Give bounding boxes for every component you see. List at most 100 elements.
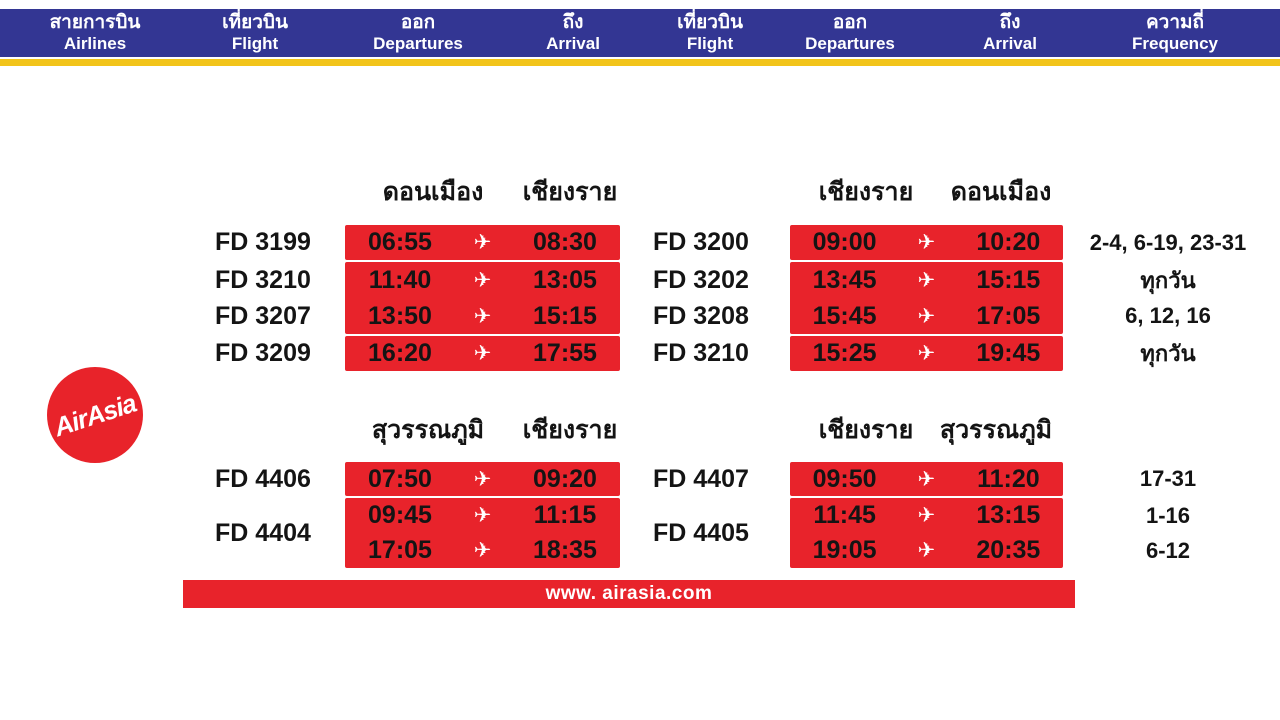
arrival-time: 15:15 — [533, 301, 597, 330]
plane-icon: ✈ — [917, 467, 936, 491]
header-label-thai: ความถี่ — [1145, 12, 1205, 34]
arrival-time: 13:05 — [533, 265, 597, 294]
plane-icon: ✈ — [473, 268, 492, 292]
airasia-logo: AirAsia — [47, 367, 143, 463]
header-label-thai: เที่ยวบิน — [222, 12, 288, 34]
route-destination-label: สุวรรณภูมิ — [939, 416, 1053, 444]
time-box: 15:25 ✈ 19:45 — [790, 336, 1063, 371]
header-label-thai: สายการบิน — [49, 12, 141, 34]
arrival-time: 08:30 — [533, 228, 597, 256]
header-label-thai: ถึง — [562, 12, 584, 34]
table-header-bar: สายการบิน Airlines เที่ยวบิน Flight ออก … — [0, 9, 1280, 57]
header-label-english: Flight — [686, 34, 734, 54]
plane-icon: ✈ — [917, 504, 936, 527]
plane-icon: ✈ — [473, 467, 492, 491]
flight-number: FD 4406 — [215, 464, 311, 493]
frequency-value: ทุกวัน — [1140, 341, 1196, 366]
arrival-time: 20:35 — [976, 536, 1041, 564]
schedule-row: 09:45 ✈ 11:15 — [345, 498, 620, 533]
schedule-row: 09:50 ✈ 11:20 — [790, 462, 1063, 496]
schedule-row: 06:55 ✈ 08:30 — [345, 225, 620, 260]
route-origin-label: สุวรรณภูมิ — [371, 416, 485, 444]
arrival-time: 13:15 — [976, 501, 1041, 529]
plane-icon: ✈ — [473, 231, 492, 254]
schedule-row: 16:20 ✈ 17:55 — [345, 336, 620, 371]
time-box: 13:45 ✈ 15:15 15:45 ✈ 17:05 — [790, 262, 1063, 334]
time-box: 11:40 ✈ 13:05 13:50 ✈ 15:15 — [345, 262, 620, 334]
flight-number: FD 3200 — [653, 228, 749, 256]
flight-number: FD 4404 — [215, 518, 311, 547]
route-origin-label: เชียงราย — [818, 178, 914, 206]
departure-time: 19:05 — [812, 536, 877, 564]
frequency-value: 17-31 — [1139, 466, 1197, 491]
departure-time: 09:45 — [368, 501, 432, 529]
departure-time: 09:50 — [812, 464, 877, 493]
time-box: 06:55 ✈ 08:30 — [345, 225, 620, 260]
header-label-english: Frequency — [1132, 34, 1218, 54]
header-label-english: Arrival — [983, 34, 1037, 54]
arrival-time: 15:15 — [976, 265, 1041, 294]
arrival-time: 11:15 — [533, 501, 597, 529]
time-box: 11:45 ✈ 13:15 19:05 ✈ 20:35 — [790, 498, 1063, 568]
frequency-value: 2-4, 6-19, 23-31 — [1089, 229, 1247, 255]
departure-time: 07:50 — [368, 464, 432, 493]
plane-icon: ✈ — [917, 268, 936, 292]
frequency-value: 6-12 — [1145, 537, 1191, 563]
header-label-thai: เที่ยวบิน — [677, 12, 743, 34]
header-label-english: Airlines — [63, 34, 127, 54]
header-col-departures-1: ออก Departures — [373, 9, 463, 57]
website-bar[interactable]: www. airasia.com — [183, 580, 1075, 608]
header-label-thai: ออก — [400, 12, 436, 34]
header-underline — [0, 59, 1280, 66]
time-box: 09:00 ✈ 10:20 — [790, 225, 1063, 260]
header-label-english: Flight — [231, 34, 279, 54]
frequency-value: 6, 12, 16 — [1125, 303, 1211, 328]
departure-time: 17:05 — [368, 536, 432, 564]
header-col-flight-2: เที่ยวบิน Flight — [677, 9, 743, 57]
flight-number: FD 3210 — [653, 339, 749, 367]
plane-icon: ✈ — [917, 304, 936, 328]
time-box: 07:50 ✈ 09:20 — [345, 462, 620, 496]
schedule-row: 15:25 ✈ 19:45 — [790, 336, 1063, 371]
departure-time: 13:45 — [812, 265, 877, 294]
schedule-row: 09:00 ✈ 10:20 — [790, 225, 1063, 260]
departure-time: 11:45 — [813, 501, 876, 529]
airasia-logo-text: AirAsia — [50, 387, 140, 442]
website-url[interactable]: www. airasia.com — [545, 583, 713, 604]
schedule-row: 11:40 ✈ 13:05 — [345, 262, 620, 298]
flight-number: FD 3208 — [653, 301, 749, 330]
arrival-time: 17:55 — [533, 339, 597, 367]
route-destination-label: ดอนเมือง — [950, 178, 1052, 206]
route-origin-label: ดอนเมือง — [382, 178, 484, 206]
schedule-row: 13:45 ✈ 15:15 — [790, 262, 1063, 298]
departure-time: 11:40 — [368, 265, 432, 294]
plane-icon: ✈ — [473, 342, 492, 365]
header-label-thai: ถึง — [999, 12, 1021, 34]
schedule-row: 07:50 ✈ 09:20 — [345, 462, 620, 496]
header-col-arrival-2: ถึง Arrival — [983, 9, 1037, 57]
schedule-row: 15:45 ✈ 17:05 — [790, 298, 1063, 334]
route-origin-label: เชียงราย — [818, 416, 914, 444]
departure-time: 16:20 — [368, 339, 432, 367]
arrival-time: 09:20 — [533, 464, 597, 493]
header-col-arrival-1: ถึง Arrival — [546, 9, 600, 57]
header-col-flight-1: เที่ยวบิน Flight — [222, 9, 288, 57]
schedule-row: 19:05 ✈ 20:35 — [790, 533, 1063, 568]
header-label-english: Departures — [805, 34, 895, 54]
plane-icon: ✈ — [917, 231, 936, 254]
schedule-row: 13:50 ✈ 15:15 — [345, 298, 620, 334]
plane-icon: ✈ — [473, 539, 492, 562]
route-destination-label: เชียงราย — [522, 178, 618, 206]
flight-number: FD 4407 — [653, 464, 749, 493]
header-col-frequency: ความถี่ Frequency — [1132, 9, 1218, 57]
flight-number: FD 3209 — [215, 339, 311, 367]
departure-time: 15:25 — [812, 339, 877, 367]
departure-time: 13:50 — [368, 301, 432, 330]
flight-number: FD 3210 — [215, 265, 311, 294]
departure-time: 09:00 — [812, 228, 877, 256]
arrival-time: 18:35 — [533, 536, 597, 564]
route-destination-label: เชียงราย — [522, 416, 618, 444]
header-label-english: Departures — [373, 34, 463, 54]
arrival-time: 11:20 — [977, 464, 1040, 493]
